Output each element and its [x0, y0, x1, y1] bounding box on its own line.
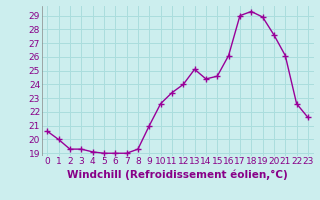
X-axis label: Windchill (Refroidissement éolien,°C): Windchill (Refroidissement éolien,°C) — [67, 169, 288, 180]
